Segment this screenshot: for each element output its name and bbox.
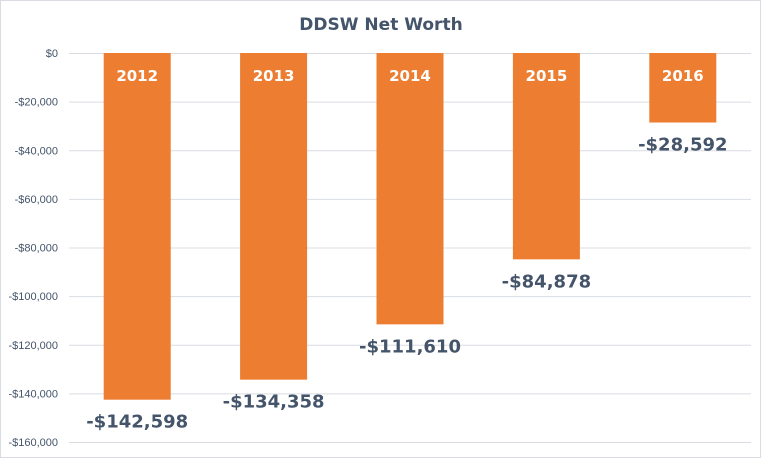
y-tick-label: -$100,000	[8, 291, 58, 303]
y-tick-label: -$120,000	[8, 340, 58, 352]
y-tick-label: -$140,000	[8, 388, 58, 400]
data-label: -$28,592	[638, 135, 727, 156]
y-tick-label: $0	[46, 48, 58, 60]
data-labels: 2012 -$142,598 2013 -$134,358 2014 -$111,610 2…	[86, 67, 727, 433]
data-label: -$142,598	[86, 412, 188, 433]
category-label: 2014	[389, 67, 431, 85]
category-label: 2012	[116, 67, 158, 85]
bars	[103, 53, 717, 400]
y-tick-label: -$160,000	[8, 437, 58, 449]
bar-2013[interactable]	[240, 53, 308, 380]
y-tick-label: -$40,000	[15, 145, 58, 157]
y-axis-ticks: $0 -$20,000 -$40,000 -$60,000 -$80,000 -$100,…	[8, 48, 58, 449]
bar-2012[interactable]	[103, 53, 171, 400]
data-label: -$111,610	[359, 336, 461, 357]
bar-2015[interactable]	[512, 53, 580, 260]
y-tick-label: -$80,000	[15, 243, 58, 255]
data-label: -$134,358	[223, 392, 325, 413]
chart-title: DDSW Net Worth	[299, 15, 462, 35]
y-tick-label: -$20,000	[15, 97, 58, 109]
bar-2014[interactable]	[376, 53, 444, 325]
category-label: 2016	[662, 67, 704, 85]
category-label: 2015	[526, 67, 568, 85]
category-label: 2013	[253, 67, 295, 85]
bar-2016[interactable]	[649, 53, 717, 123]
data-label: -$84,878	[502, 271, 591, 292]
y-tick-label: -$60,000	[15, 194, 58, 206]
